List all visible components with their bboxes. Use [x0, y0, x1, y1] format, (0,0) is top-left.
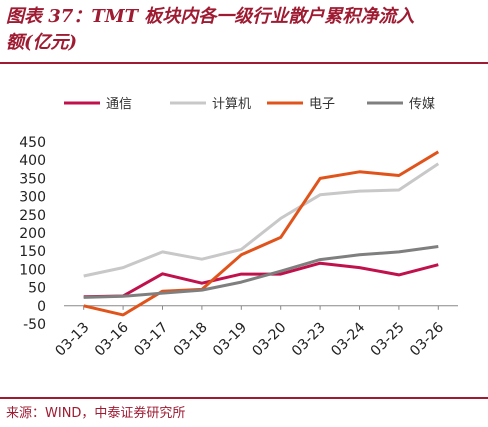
y-tick-label: 450	[19, 135, 46, 151]
legend-label-1: 通信	[106, 97, 132, 112]
x-tick-label: 03-26	[407, 319, 447, 359]
x-tick-label: 03-16	[92, 319, 132, 359]
legend-label-2: 计算机	[212, 97, 251, 112]
legend-label-4: 传媒	[409, 97, 435, 112]
title-line-1: 图表 37：TMT 板块内各一级行业散户累积净流入	[6, 6, 415, 27]
x-tick-label: 03-13	[52, 320, 92, 360]
x-tick-label: 03-25	[368, 320, 408, 360]
legend-label-3: 电子	[309, 97, 335, 112]
series-group	[83, 150, 440, 317]
y-tick-label: -50	[23, 317, 46, 333]
y-tick-label: 50	[28, 281, 46, 297]
y-tick-label: 300	[19, 190, 46, 206]
source-note: 来源：WIND，中泰证券研究所	[6, 406, 186, 421]
y-tick-label: 200	[19, 226, 46, 242]
x-tick-label: 03-17	[131, 320, 171, 360]
x-tick-label: 03-23	[289, 320, 329, 360]
line-chart: 通信 计算机 电子 传媒 450 400 350 300 250 200 150 100 50 0 -50…	[19, 97, 458, 360]
y-tick-label: 250	[19, 208, 46, 224]
series-line-3	[83, 150, 440, 317]
title-line-2: 额(亿元)	[6, 32, 78, 53]
series-line-2	[83, 162, 440, 278]
top-divider	[0, 62, 488, 64]
y-axis: 450 400 350 300 250 200 150 100 50 0 -50	[19, 135, 46, 333]
legend: 通信 计算机 电子 传媒	[64, 97, 435, 112]
y-tick-label: 400	[19, 153, 46, 169]
chart-title: 图表 37：TMT 板块内各一级行业散户累积净流入 额(亿元)	[6, 4, 484, 56]
y-tick-label: 350	[19, 171, 46, 187]
x-tick-label: 03-24	[328, 319, 368, 359]
y-tick-label: 100	[19, 262, 46, 278]
x-tick-label: 03-20	[249, 320, 289, 360]
x-tick-label: 03-18	[171, 320, 211, 360]
x-tick-label: 03-19	[210, 320, 250, 360]
y-tick-label: 0	[37, 299, 46, 315]
bottom-divider	[0, 397, 488, 399]
series-line-1	[83, 261, 439, 299]
series-line-4	[83, 245, 439, 299]
y-tick-label: 150	[19, 244, 46, 260]
